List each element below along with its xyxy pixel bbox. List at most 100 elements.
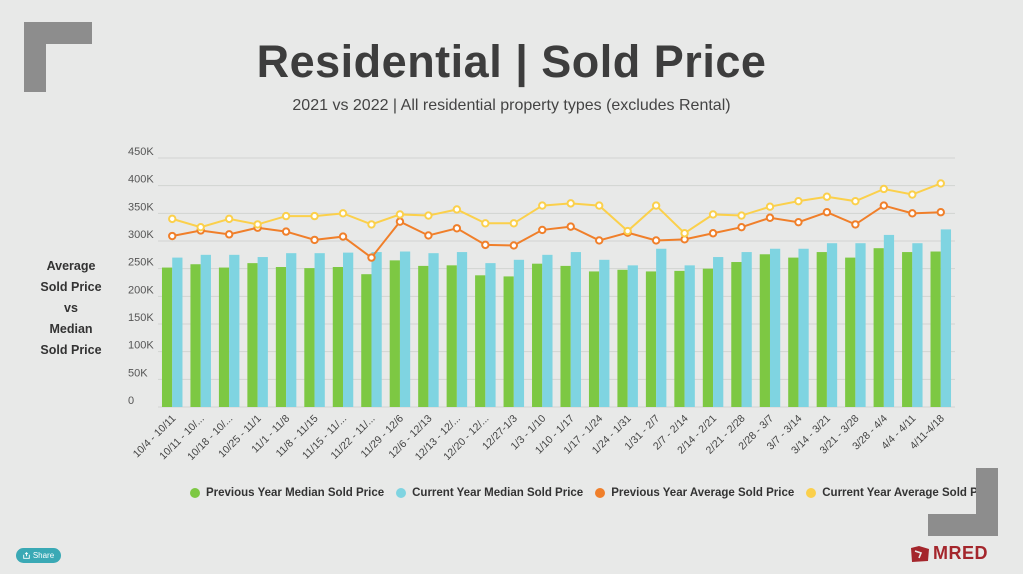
point-previous-average: [765, 213, 775, 222]
bar-previous-median: [816, 252, 827, 407]
legend-item: Current Year Average Sold Price: [806, 487, 998, 499]
point-previous-average: [452, 224, 462, 233]
legend-label: Current Year Average Sold Price: [822, 487, 999, 499]
y-axis-label-line: Sold Price: [40, 343, 102, 357]
point-current-average: [481, 219, 490, 228]
bar-current-median: [798, 248, 809, 407]
point-previous-average: [594, 236, 604, 245]
legend-label: Current Year Median Sold Price: [412, 487, 584, 499]
y-tick-label: 100K: [128, 340, 154, 352]
bar-current-median: [826, 243, 838, 407]
point-current-average: [708, 210, 718, 219]
y-tick-label: 350K: [128, 201, 154, 213]
point-previous-average: [708, 229, 718, 238]
bar-previous-median: [788, 257, 799, 407]
bar-previous-median: [332, 267, 344, 407]
point-previous-average: [395, 217, 405, 226]
bar-current-median: [912, 243, 923, 407]
bar-previous-median: [588, 271, 600, 407]
bar-current-median: [343, 252, 354, 407]
legend-label: Previous Year Median Sold Price: [206, 487, 385, 499]
point-current-average: [253, 220, 262, 229]
bar-previous-median: [361, 274, 372, 407]
point-previous-average: [936, 208, 945, 217]
point-previous-average: [908, 209, 917, 218]
y-tick-label: 450K: [128, 146, 154, 158]
y-axis-label: Average Sold Price vs Median Sold Price: [28, 256, 114, 361]
y-tick-label: 0: [128, 395, 134, 407]
bar-previous-median: [446, 265, 457, 407]
bar-previous-median: [702, 268, 714, 407]
bar-previous-median: [873, 248, 884, 407]
corner-decoration-bottom-right: [928, 468, 998, 536]
point-previous-average: [481, 240, 490, 250]
point-previous-average: [367, 253, 376, 262]
bar-previous-median: [247, 263, 258, 407]
legend-item: Current Year Median Sold Price: [396, 487, 583, 499]
point-previous-average: [281, 227, 291, 236]
bar-current-median: [371, 252, 382, 407]
legend-item: Previous Year Median Sold Price: [190, 487, 384, 499]
point-previous-average: [851, 220, 860, 229]
point-previous-average: [538, 225, 547, 235]
point-current-average: [822, 192, 832, 201]
point-previous-average: [424, 231, 433, 240]
bar-current-median: [428, 253, 439, 407]
point-current-average: [879, 184, 889, 194]
bar-current-median: [684, 265, 695, 407]
bar-current-median: [883, 234, 895, 407]
y-axis-label-line: Sold Price: [40, 280, 102, 294]
legend-swatch-prev-avg: [595, 488, 606, 498]
point-previous-average: [879, 201, 889, 210]
bar-current-median: [940, 229, 952, 407]
y-tick-label: 50K: [128, 367, 148, 379]
bar-current-median: [399, 251, 411, 407]
line-previous-average: [172, 204, 941, 259]
point-current-average: [765, 202, 775, 211]
bar-previous-median: [475, 275, 486, 407]
bar-current-median: [456, 252, 468, 407]
bar-previous-median: [930, 251, 941, 407]
point-current-average: [566, 199, 575, 208]
logo-text: MRED: [933, 543, 988, 563]
point-current-average: [594, 201, 604, 210]
point-current-average: [509, 219, 519, 228]
bar-current-median: [257, 257, 268, 407]
bar-previous-median: [503, 276, 514, 407]
point-current-average: [224, 214, 234, 224]
bar-previous-median: [731, 262, 742, 407]
bar-previous-median: [902, 252, 913, 407]
y-tick-label: 200K: [128, 284, 154, 296]
point-previous-average: [651, 236, 661, 245]
corner-decoration-top-left: [24, 22, 92, 92]
legend-swatch-curr-avg: [806, 488, 817, 498]
bar-previous-median: [759, 254, 770, 407]
bar-current-median: [314, 253, 325, 407]
point-current-average: [367, 220, 376, 229]
bar-previous-median: [532, 263, 543, 407]
point-current-average: [338, 209, 348, 218]
point-previous-average: [338, 232, 348, 241]
bar-current-median: [769, 248, 781, 407]
point-current-average: [538, 201, 547, 210]
bar-previous-median: [418, 265, 429, 407]
y-tick-label: 400K: [128, 174, 154, 186]
share-button[interactable]: Share: [16, 548, 61, 563]
point-previous-average: [224, 230, 234, 239]
point-current-average: [936, 179, 945, 188]
point-previous-average: [168, 231, 177, 241]
bar-previous-median: [190, 264, 201, 407]
point-previous-average: [310, 235, 319, 245]
bar-previous-median: [560, 265, 571, 407]
bar-current-median: [599, 259, 610, 407]
page-subtitle: 2021 vs 2022 | All residential property …: [292, 97, 731, 114]
point-current-average: [680, 229, 689, 238]
point-previous-average: [794, 217, 803, 227]
y-tick-label: 300K: [128, 229, 154, 241]
share-label: Share: [32, 551, 55, 560]
point-current-average: [310, 211, 319, 221]
chart-legend: Previous Year Median Sold Price Current …: [190, 487, 1010, 499]
point-current-average: [424, 211, 433, 220]
point-current-average: [908, 190, 917, 199]
